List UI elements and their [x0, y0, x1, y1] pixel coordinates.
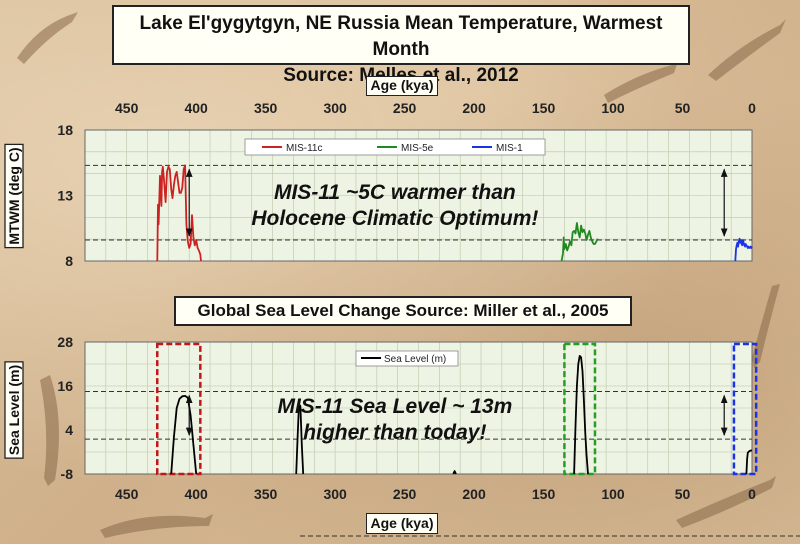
bottom-x-tick-label: 150 [532, 486, 556, 502]
sea-level-y-axis-label-box [4, 361, 24, 459]
top-x-tick-label: 50 [675, 100, 691, 116]
legend-label-sea-level: Sea Level (m) [384, 354, 446, 365]
bottom-x-tick-label: 450 [115, 486, 139, 502]
temperature-plot-border [84, 129, 753, 262]
legend-label-mis-11c: MIS-11c [286, 143, 323, 154]
sea-level-y-tick-label: 4 [65, 422, 73, 438]
top-x-tick-label: 100 [601, 100, 625, 116]
chart-title-sea-level: Global Sea Level Change Source: Miller e… [174, 296, 632, 326]
top-x-tick-label: 250 [393, 100, 417, 116]
legend-label-mis-1: MIS-1 [496, 143, 523, 154]
sea-level-annotation-line-1: MIS-11 Sea Level ~ 13m [277, 395, 512, 418]
series-line-mis-1 [734, 237, 753, 262]
sea-level-peak-2 [295, 403, 305, 475]
sea-level-y-tick-label: 28 [57, 334, 73, 350]
x-axis-label-top: Age (kya) [366, 76, 438, 96]
title-line-2: Source: Melles et al., 2012 [283, 65, 519, 86]
bottom-x-tick-label: 100 [601, 486, 625, 502]
fossil-fish-icon [40, 375, 59, 486]
temperature-legend: MIS-11c MIS-5e MIS-1 [244, 138, 546, 156]
x-axis-label-bottom: Age (kya) [366, 513, 438, 534]
fossil-fish-icon [676, 476, 776, 528]
top-x-tick-label: 300 [323, 100, 347, 116]
chart-title-temperature: Lake El'gygytgyn, NE Russia Mean Tempera… [112, 5, 690, 86]
temperature-y-axis-label-box [4, 143, 24, 249]
bottom-x-tick-label: 400 [184, 486, 208, 502]
series-line-mis-11c [156, 164, 202, 262]
sea-level-peak-3 [452, 470, 457, 475]
bottom-x-tick-label: 200 [462, 486, 486, 502]
highlight-box-2 [563, 342, 597, 476]
highlight-box-1 [156, 342, 202, 476]
temperature-y-tick-label: 8 [65, 253, 73, 269]
sea-level-plot-border [84, 341, 753, 475]
fossil-fish-icon [17, 12, 78, 64]
top-x-tick-label: 450 [115, 100, 139, 116]
temperature-y-tick-label: 13 [57, 188, 73, 204]
title-line-1: Lake El'gygytgyn, NE Russia Mean Tempera… [139, 13, 663, 60]
temperature-annotation-line-1: MIS-11 ~5C warmer than [274, 181, 516, 204]
sea-level-peak-5 [745, 449, 752, 475]
sea-level-y-tick-label: 16 [57, 378, 73, 394]
fossil-fish-icon [708, 19, 786, 81]
temperature-y-tick-label: 18 [57, 122, 73, 138]
top-x-tick-label: 400 [184, 100, 208, 116]
series-line-mis-5e [560, 222, 599, 262]
sea-level-peak-4 [573, 354, 589, 475]
sea-level-y-axis-label: Sea Level (m) [6, 365, 22, 455]
top-x-tick-label: 150 [532, 100, 556, 116]
bottom-x-tick-label: 300 [323, 486, 347, 502]
temperature-y-axis-label: MTWM (deg C) [6, 147, 22, 244]
bottom-x-tick-label: 250 [393, 486, 417, 502]
sea-level-y-tick-label: -8 [61, 466, 74, 482]
top-x-tick-label: 200 [462, 100, 486, 116]
legend-box [355, 350, 459, 367]
top-x-tick-label: 350 [254, 100, 278, 116]
highlight-box-3 [732, 342, 758, 476]
bottom-x-tick-label: 0 [748, 486, 756, 502]
bottom-x-tick-label: 350 [254, 486, 278, 502]
top-x-tick-label: 0 [748, 100, 756, 116]
fossil-fish-icon [604, 61, 678, 103]
temperature-annotation-line-2: Holocene Climatic Optimum! [251, 207, 538, 230]
bottom-x-tick-label: 50 [675, 486, 691, 502]
sea-level-legend: Sea Level (m) [355, 350, 459, 367]
sea-level-annotation-line-2: higher than today! [303, 421, 486, 444]
fossil-fish-icon [752, 284, 780, 368]
legend-label-mis-5e: MIS-5e [401, 143, 434, 154]
fossil-fish-icon [100, 514, 213, 538]
